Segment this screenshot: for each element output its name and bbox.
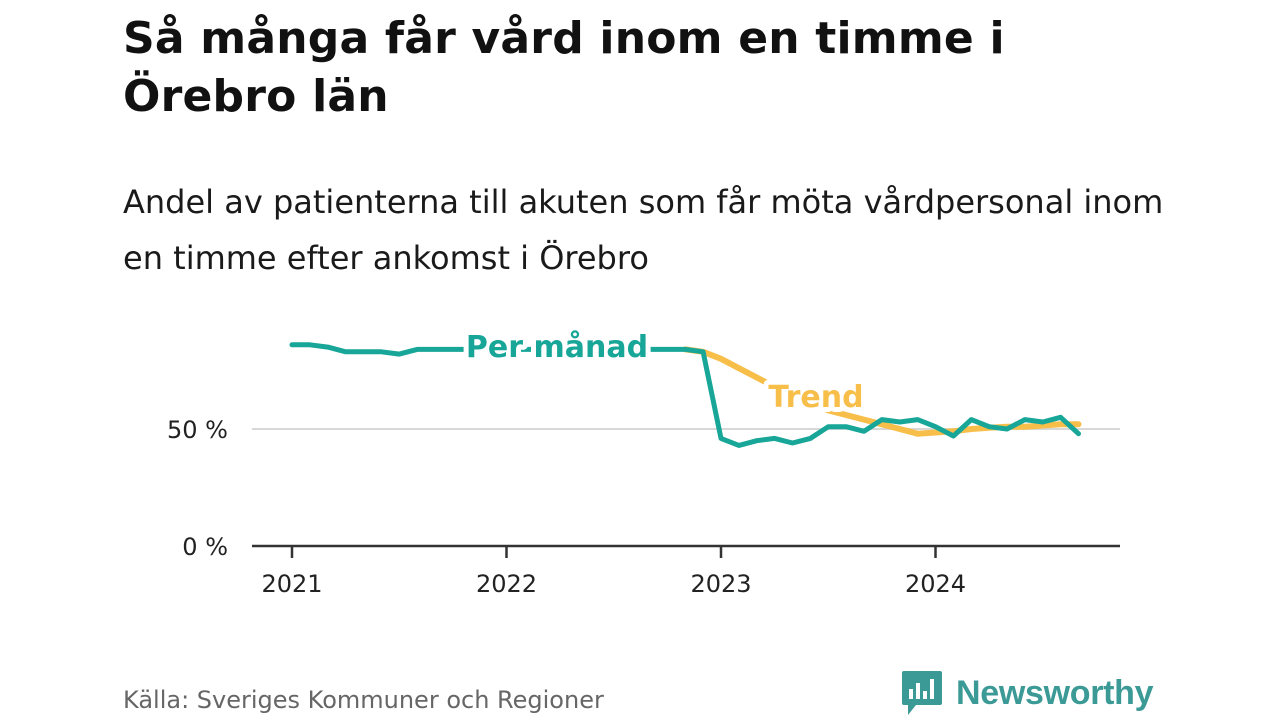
x-tick-label: 2022 <box>476 570 537 598</box>
series-line-per-månad <box>289 342 1081 448</box>
axes: 0 % 50 % 2021 2022 2023 2024 <box>167 416 1120 598</box>
x-tick-label: 2024 <box>905 570 966 598</box>
x-tick-label: 2021 <box>261 570 322 598</box>
y-tick-label: 50 % <box>167 416 228 444</box>
series-label-trend: Trend <box>768 380 863 415</box>
series-label-halo: Trend <box>768 380 863 415</box>
y-tick-label: 0 % <box>182 533 228 561</box>
chart-subtitle: Andel av patienterna till akuten som får… <box>123 183 1164 277</box>
newsworthy-logo-icon <box>902 671 942 715</box>
brand-logo: Newsworthy <box>900 668 1154 718</box>
brand-name: Newsworthy <box>956 673 1154 712</box>
series-label-per-manad: Per månad <box>466 329 648 365</box>
x-tick-label: 2023 <box>690 570 751 598</box>
series-lines <box>289 342 1082 448</box>
chart-title: Så många får vård inom en timme i Örebro… <box>123 13 1005 122</box>
source-note: Källa: Sveriges Kommuner och Regioner <box>123 686 604 714</box>
series-label-halo: Per månad <box>466 329 648 365</box>
